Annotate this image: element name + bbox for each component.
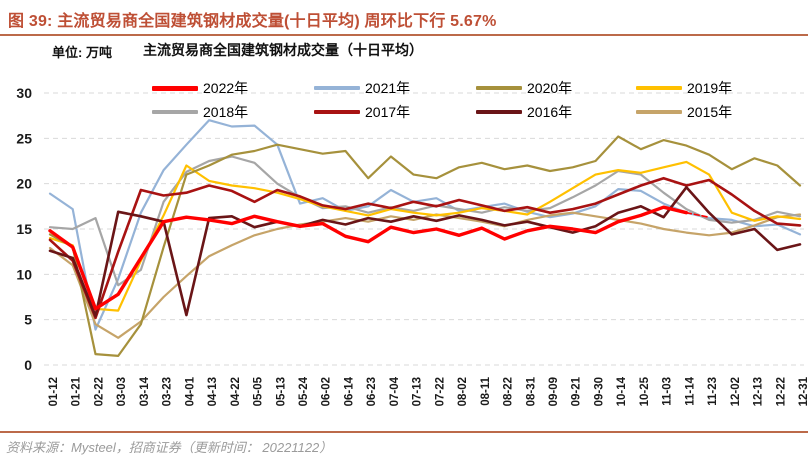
y-axis-tick-label: 30	[16, 85, 32, 101]
x-axis-tick-label: 04-01	[184, 376, 196, 406]
chart-plot-area: 0 5 10 15 20 25 30 01-12 01-21 02-22 03-03 03-14 03-…	[0, 80, 808, 432]
x-axis-tick-label: 08-11	[480, 376, 492, 405]
legend-swatch-2016年	[476, 110, 522, 114]
x-axis-tick-label: 12-22	[775, 377, 787, 406]
legend-item-2016年: 2016年	[476, 102, 572, 122]
series-line-2016年	[48, 186, 802, 318]
x-axis-tick-label: 08-02	[457, 377, 469, 406]
legend-item-2017年: 2017年	[314, 102, 410, 122]
y-axis-tick-label: 5	[24, 312, 32, 328]
legend-label-2015年: 2015年	[687, 104, 733, 120]
source-note: 资料来源：Mysteel，招商证券（更新时间： 20221122）	[6, 440, 333, 455]
x-axis-tick-label: 06-14	[343, 376, 355, 406]
title-divider	[0, 34, 808, 36]
x-axis-tick-label: 01-12	[48, 377, 60, 406]
footer-divider	[0, 431, 808, 433]
legend-swatch-2015年	[636, 110, 682, 114]
series-line-2015年	[48, 211, 802, 339]
x-axis-tick-label: 07-22	[434, 377, 446, 406]
y-axis-tick-label: 20	[16, 176, 32, 192]
x-axis-tick-label: 07-04	[389, 376, 401, 406]
line-chart-canvas: 0 5 10 15 20 25 30 01-12 01-21 02-22 03-03 03-14 03-…	[16, 85, 808, 406]
legend-label-2018年: 2018年	[203, 104, 249, 120]
figure-title: 图 39: 主流贸易商全国建筑钢材成交量(十日平均) 周环比下行 5.67%	[8, 13, 497, 30]
y-axis-tick-label: 25	[16, 130, 32, 146]
legend-label-2016年: 2016年	[527, 104, 573, 120]
x-axis-tick-label: 04-13	[207, 377, 219, 406]
x-axis-tick-label: 09-09	[548, 377, 560, 406]
legend-label-2021年: 2021年	[365, 80, 411, 96]
chart-legend: 2022年 2021年 2020年 2019年 2018年 2017年 2016年 2015年	[0, 78, 808, 126]
legend-swatch-2017年	[314, 110, 360, 114]
series-line-2019年	[48, 160, 802, 312]
legend-swatch-2022年	[152, 85, 198, 91]
legend-label-2020年: 2020年	[527, 80, 573, 96]
legend-item-2018年: 2018年	[152, 102, 248, 122]
x-axis-tick-label: 11-03	[662, 377, 674, 406]
x-axis-tick-label: 07-13	[412, 377, 424, 406]
x-axis-tick-label: 11-14	[684, 376, 696, 405]
legend-swatch-2018年	[152, 110, 198, 114]
x-axis-tick-label: 12-13	[753, 377, 765, 406]
legend-item-2019年: 2019年	[636, 78, 732, 98]
x-axis-tick-label: 08-31	[525, 376, 537, 406]
legend-swatch-2020年	[476, 86, 522, 90]
x-axis-tick-label: 05-05	[253, 376, 265, 406]
x-axis-tick-label: 12-02	[730, 377, 742, 406]
legend-label-2019年: 2019年	[687, 80, 733, 96]
x-axis-tick-label: 12-31	[798, 376, 808, 406]
x-axis-tick-label: 09-30	[593, 377, 605, 406]
x-axis-tick-label: 11-23	[707, 377, 719, 406]
legend-label-2022年: 2022年	[203, 80, 249, 96]
series-line-2021年	[48, 119, 802, 331]
series-line-2022年	[48, 205, 689, 311]
y-axis-tick-label: 15	[16, 221, 32, 237]
legend-item-2021年: 2021年	[314, 78, 410, 98]
x-axis-tick-label: 04-22	[230, 377, 242, 406]
chart-title: 主流贸易商全国建筑钢材成交量（十日平均）	[143, 42, 423, 58]
legend-swatch-2021年	[314, 86, 360, 90]
x-axis-tick-label: 10-14	[616, 376, 628, 406]
unit-label: 单位: 万吨	[52, 45, 112, 60]
series-line-2017年	[48, 176, 802, 320]
series-line-2022年	[685, 211, 710, 218]
x-axis-tick-label: 01-21	[71, 376, 83, 406]
x-axis-tick-label: 05-13	[275, 377, 287, 406]
x-axis-tick-label: 02-22	[93, 377, 105, 406]
x-axis-tick-label: 03-14	[139, 376, 151, 406]
x-axis-tick-label: 06-02	[321, 377, 333, 406]
x-axis-tick-label: 06-23	[366, 377, 378, 406]
x-axis-tick-label: 03-03	[116, 377, 128, 406]
legend-swatch-2019年	[636, 86, 682, 90]
x-axis-tick-label: 10-25	[639, 376, 651, 406]
y-axis-tick-label: 10	[16, 266, 32, 282]
legend-item-2022年: 2022年	[152, 78, 248, 98]
legend-label-2017年: 2017年	[365, 104, 411, 120]
legend-item-2015年: 2015年	[636, 102, 732, 122]
series-line-2020年	[48, 135, 802, 357]
x-axis-tick-label: 09-21	[571, 376, 583, 406]
x-axis-tick-label: 08-22	[503, 377, 515, 406]
x-axis-tick-label: 05-24	[298, 376, 310, 406]
x-axis-tick-label: 03-23	[162, 377, 174, 406]
legend-item-2020年: 2020年	[476, 78, 572, 98]
y-axis-tick-label: 0	[24, 357, 32, 373]
